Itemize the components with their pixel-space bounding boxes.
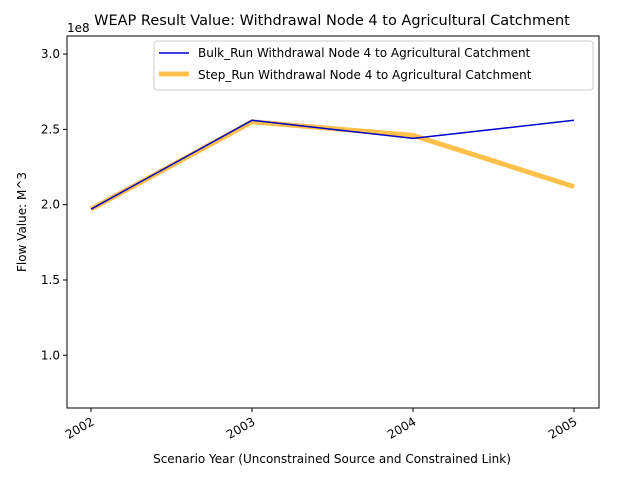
legend-label-bulk-run: Bulk_Run Withdrawal Node 4 to Agricultur… [198, 46, 531, 60]
y-tick-label: 2.5 [41, 122, 60, 136]
x-axis-label: Scenario Year (Unconstrained Source and … [153, 452, 511, 466]
y-axis-label: Flow Value: M^3 [15, 172, 29, 272]
plot-series [89, 119, 575, 212]
x-tick-label: 2005 [546, 414, 579, 441]
series-line-bulk-run [90, 119, 575, 210]
x-axis-ticks: 2002 2003 2004 2005 [63, 408, 580, 442]
y-tick-label: 1.0 [41, 348, 60, 362]
x-tick-label: 2002 [63, 414, 96, 441]
y-offset-label: 1e8 [67, 21, 90, 35]
legend-box [153, 40, 594, 91]
series-line-step-run [89, 119, 575, 212]
legend: Bulk_Run Withdrawal Node 4 to Agricultur… [153, 40, 594, 91]
x-tick-label: 2003 [224, 414, 257, 441]
y-tick-label: 1.5 [41, 273, 60, 287]
x-tick-label: 2004 [385, 414, 418, 441]
y-axis-ticks: 1.0 1.5 2.0 2.5 3.0 [41, 47, 67, 362]
plot-frame [66, 35, 600, 409]
legend-label-step-run: Step_Run Withdrawal Node 4 to Agricultur… [198, 68, 532, 82]
y-tick-label: 2.0 [41, 198, 60, 212]
chart-title: WEAP Result Value: Withdrawal Node 4 to … [94, 13, 570, 29]
y-tick-label: 3.0 [41, 47, 60, 61]
